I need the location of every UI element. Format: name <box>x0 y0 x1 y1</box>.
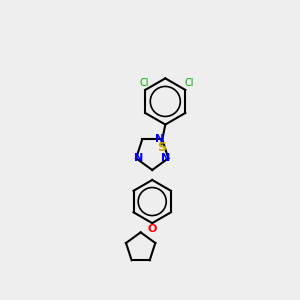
Text: Cl: Cl <box>139 78 148 88</box>
Text: Cl: Cl <box>184 78 194 88</box>
Text: S: S <box>157 141 166 154</box>
Text: N: N <box>161 153 171 163</box>
Text: N: N <box>134 153 143 163</box>
Text: O: O <box>148 224 157 234</box>
Text: N: N <box>155 134 164 144</box>
